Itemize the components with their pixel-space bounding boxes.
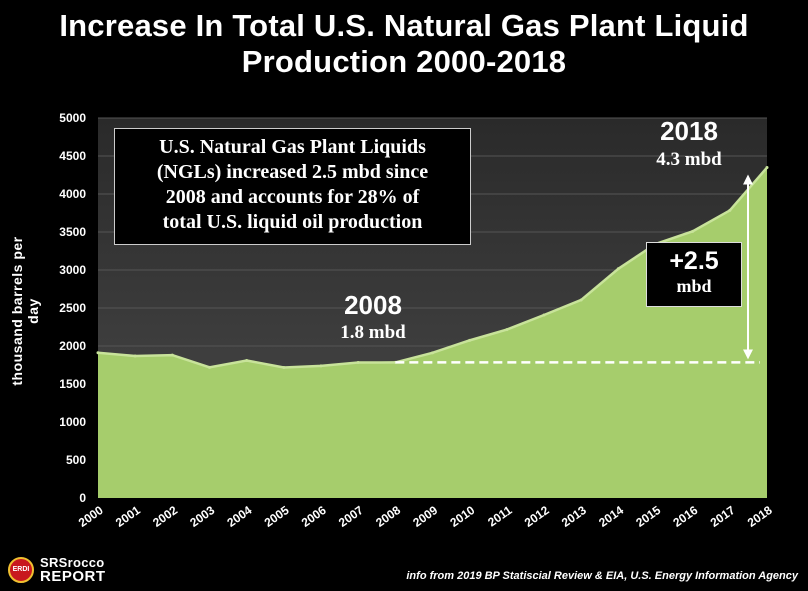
- source-note: info from 2019 BP Statiscial Review & EI…: [406, 570, 798, 582]
- srsrocco-logo: ERDI SRSrocco REPORT: [8, 555, 128, 585]
- delta-unit: mbd: [676, 276, 712, 296]
- callout-line4: total U.S. liquid oil production: [162, 211, 423, 233]
- x-tick-label: 2014: [596, 503, 626, 530]
- y-axis-label: thousand barrels per day: [9, 236, 41, 386]
- data-point: [133, 354, 137, 358]
- callout-box: U.S. Natural Gas Plant Liquids (NGLs) in…: [114, 128, 471, 245]
- y-tick-label: 3500: [59, 225, 86, 239]
- callout-line3: 2008 and accounts for 28% of: [165, 186, 420, 208]
- callout-line2: (NGLs) increased 2.5 mbd since: [156, 161, 429, 183]
- x-tick-label: 2007: [336, 503, 366, 530]
- chart-title-line2: Production 2000-2018: [241, 44, 567, 79]
- y-tick-label: 0: [79, 491, 86, 505]
- series-area: [98, 167, 767, 498]
- x-tick-label: 2016: [670, 503, 700, 530]
- data-point: [319, 364, 323, 368]
- data-point: [728, 208, 732, 212]
- x-tick-label: 2002: [150, 503, 180, 530]
- x-tick-label: 2004: [224, 503, 254, 530]
- annotation-2008-value: 1.8 mbd: [340, 322, 406, 343]
- x-tick-label: 2013: [559, 503, 589, 530]
- x-tick-label: 2000: [76, 503, 106, 530]
- annotation-2008-year: 2008: [344, 290, 402, 320]
- y-tick-label: 4500: [59, 149, 86, 163]
- data-point: [468, 338, 472, 342]
- data-point: [579, 298, 583, 302]
- data-point: [765, 166, 769, 170]
- data-point: [616, 267, 620, 271]
- x-tick-label: 2011: [485, 503, 515, 530]
- annotation-overlay: [395, 174, 760, 364]
- x-tick-label: 2012: [522, 503, 552, 530]
- delta-box: +2.5 mbd: [646, 242, 742, 307]
- chart-title: Increase In Total U.S. Natural Gas Plant…: [0, 8, 808, 80]
- y-axis-ticks: 0 500 1000 1500 2000 2500 3000 3500 4000 4500 5000: [59, 111, 86, 505]
- data-point: [505, 328, 509, 332]
- data-point: [208, 365, 211, 369]
- data-point: [96, 351, 100, 355]
- chart-title-line1: Increase In Total U.S. Natural Gas Plant…: [59, 8, 749, 43]
- x-tick-label: 2015: [633, 503, 663, 530]
- x-axis-ticks: 2000 2001 2002 2003 2004 2005 2006 2007 2008 2009…: [76, 503, 775, 530]
- logo-line2: REPORT: [40, 568, 106, 585]
- x-tick-label: 2008: [373, 503, 403, 530]
- logo-badge: ERDI: [8, 557, 34, 583]
- data-point: [542, 313, 546, 317]
- data-point: [282, 366, 286, 370]
- x-tick-label: 2010: [447, 503, 477, 530]
- y-tick-label: 5000: [59, 111, 86, 125]
- data-point: [691, 229, 695, 233]
- data-point: [356, 360, 360, 364]
- y-tick-label: 1500: [59, 377, 86, 391]
- y-tick-label: 500: [66, 453, 86, 467]
- data-point: [245, 359, 249, 363]
- y-tick-label: 3000: [59, 263, 86, 277]
- x-tick-label: 2001: [113, 503, 143, 530]
- annotation-2018-year: 2018: [660, 116, 718, 146]
- logo-line1: SRSrocco: [40, 555, 105, 570]
- x-tick-label: 2009: [410, 503, 440, 530]
- y-tick-label: 4000: [59, 187, 86, 201]
- y-tick-label: 2000: [59, 339, 86, 353]
- y-tick-label: 2500: [59, 301, 86, 315]
- y-tick-label: 1000: [59, 415, 86, 429]
- x-tick-label: 2003: [187, 503, 217, 530]
- data-point: [431, 351, 434, 355]
- data-point: [170, 353, 174, 357]
- callout-line1: U.S. Natural Gas Plant Liquids: [159, 136, 426, 158]
- annotation-2018-value: 4.3 mbd: [656, 149, 722, 170]
- x-tick-label: 2006: [299, 503, 329, 530]
- x-tick-label: 2018: [745, 503, 775, 530]
- delta-value: +2.5: [669, 247, 719, 275]
- x-tick-label: 2017: [708, 503, 738, 530]
- x-tick-label: 2005: [262, 503, 292, 530]
